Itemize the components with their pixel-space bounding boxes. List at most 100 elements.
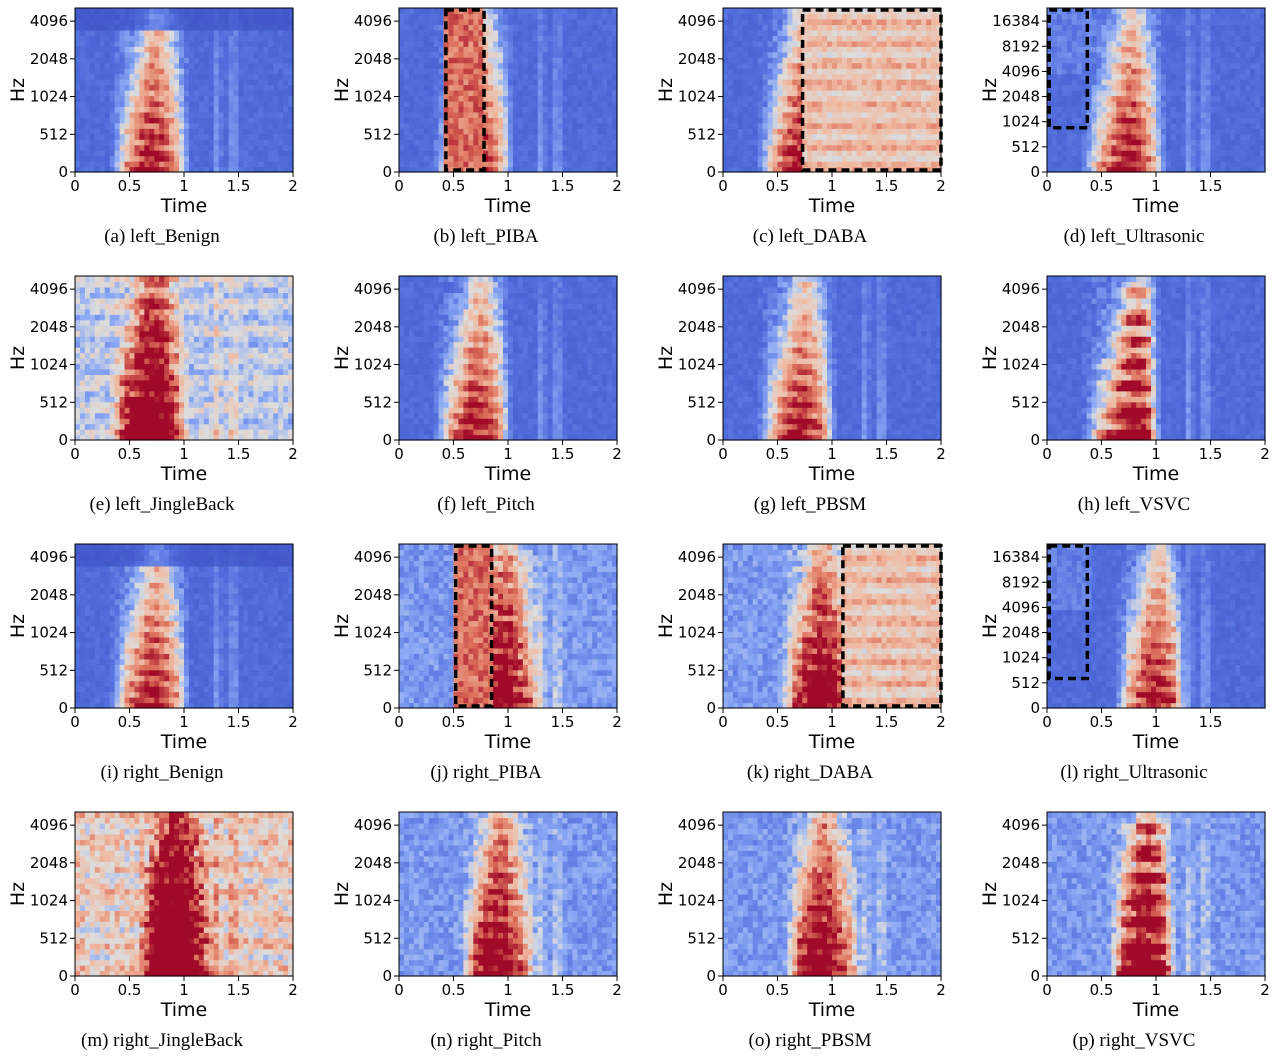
- heatmap-cell: [522, 161, 529, 168]
- heatmap-cell: [767, 111, 774, 118]
- heatmap-cell: [577, 106, 583, 113]
- heatmap-cell: [263, 117, 269, 124]
- heatmap-cell: [413, 84, 420, 91]
- heatmap-cell: [94, 79, 101, 86]
- heatmap-cell: [1116, 95, 1122, 102]
- heatmap-cell: [896, 139, 902, 146]
- heatmap-cell: [498, 106, 504, 113]
- heatmap-cell: [612, 73, 618, 80]
- heatmap-cell: [253, 166, 259, 173]
- heatmap-cell: [263, 166, 269, 173]
- heatmap-cell: [1200, 128, 1207, 135]
- heatmap-cell: [752, 8, 759, 15]
- heatmap-cell: [1175, 18, 1182, 25]
- heatmap-cell: [1076, 51, 1083, 58]
- heatmap-cell: [498, 13, 504, 20]
- heatmap-cell: [582, 111, 588, 118]
- heatmap-cell: [542, 166, 549, 173]
- heatmap-cell: [1170, 139, 1177, 146]
- heatmap-cell: [79, 57, 86, 64]
- heatmap-cell: [817, 122, 823, 129]
- heatmap-cell: [453, 117, 460, 124]
- heatmap-cell: [522, 68, 529, 75]
- heatmap-cell: [134, 62, 140, 69]
- heatmap-cell: [727, 161, 734, 168]
- heatmap-cell: [463, 161, 469, 168]
- heatmap-cell: [1175, 106, 1182, 113]
- heatmap-cell: [822, 57, 828, 64]
- heatmap-cell: [517, 144, 524, 151]
- heatmap-cell: [408, 29, 415, 36]
- heatmap-cell: [94, 128, 101, 135]
- heatmap-cell: [79, 40, 86, 47]
- heatmap-cell: [223, 79, 230, 86]
- heatmap-cell: [827, 18, 833, 25]
- heatmap-cell: [547, 106, 554, 113]
- heatmap-cell: [742, 79, 749, 86]
- heatmap-cell: [1091, 84, 1098, 91]
- heatmap-cell: [1071, 139, 1078, 146]
- heatmap-cell: [174, 62, 180, 69]
- heatmap-cell: [1066, 144, 1073, 151]
- heatmap-cell: [802, 144, 808, 151]
- heatmap-cell: [208, 144, 215, 151]
- heatmap-cell: [1136, 79, 1142, 86]
- heatmap-cell: [876, 46, 883, 53]
- heatmap-cell: [1101, 111, 1108, 118]
- heatmap-cell: [562, 62, 569, 69]
- heatmap-cell: [149, 166, 155, 173]
- heatmap-cell: [896, 100, 902, 107]
- heatmap-cell: [288, 51, 294, 58]
- heatmap-cell: [777, 128, 784, 135]
- heatmap-cell: [193, 18, 200, 25]
- heatmap-cell: [1190, 100, 1197, 107]
- heatmap-cell: [846, 84, 853, 91]
- heatmap-cell: [597, 68, 603, 75]
- heatmap-cell: [84, 46, 91, 53]
- heatmap-cell: [1170, 51, 1177, 58]
- heatmap-cell: [752, 18, 759, 25]
- heatmap-cell: [1156, 166, 1162, 173]
- heatmap-cell: [84, 51, 91, 58]
- heatmap-cell: [1066, 84, 1073, 91]
- heatmap-cell: [542, 90, 549, 97]
- heatmap-cell: [203, 166, 210, 173]
- heatmap-cell: [1151, 13, 1157, 20]
- heatmap-cell: [926, 84, 932, 91]
- heatmap-cell: [772, 13, 779, 20]
- heatmap-cell: [453, 13, 460, 20]
- heatmap-cell: [577, 144, 583, 151]
- heatmap-cell: [243, 166, 249, 173]
- heatmap-cell: [433, 84, 440, 91]
- heatmap-cell: [797, 46, 803, 53]
- heatmap-cell: [258, 90, 264, 97]
- heatmap-cell: [1047, 73, 1053, 80]
- heatmap-cell: [517, 18, 524, 25]
- heatmap-cell: [846, 90, 853, 97]
- heatmap-cell: [508, 51, 514, 58]
- panel-caption: (b) left_PIBA: [324, 226, 648, 248]
- heatmap-cell: [827, 161, 833, 168]
- heatmap-cell: [75, 90, 81, 97]
- heatmap-cell: [1165, 18, 1172, 25]
- heatmap-cell: [881, 144, 888, 151]
- heatmap-cell: [193, 100, 200, 107]
- heatmap-cell: [1091, 62, 1098, 69]
- heatmap-cell: [841, 111, 848, 118]
- heatmap-cell: [807, 139, 813, 146]
- heatmap-cell: [582, 90, 588, 97]
- heatmap-cell: [577, 46, 583, 53]
- heatmap-cell: [901, 161, 907, 168]
- heatmap-cell: [1151, 46, 1157, 53]
- heatmap-cell: [263, 90, 269, 97]
- heatmap-cell: [762, 51, 769, 58]
- heatmap-cell: [522, 62, 529, 69]
- heatmap-cell: [602, 161, 608, 168]
- heatmap-cell: [233, 111, 240, 118]
- heatmap-cell: [104, 18, 111, 25]
- y-axis-label: Hz: [331, 78, 353, 102]
- heatmap-cell: [512, 79, 519, 86]
- heatmap-cell: [233, 35, 240, 42]
- heatmap-cell: [458, 128, 464, 135]
- heatmap-cell: [508, 90, 514, 97]
